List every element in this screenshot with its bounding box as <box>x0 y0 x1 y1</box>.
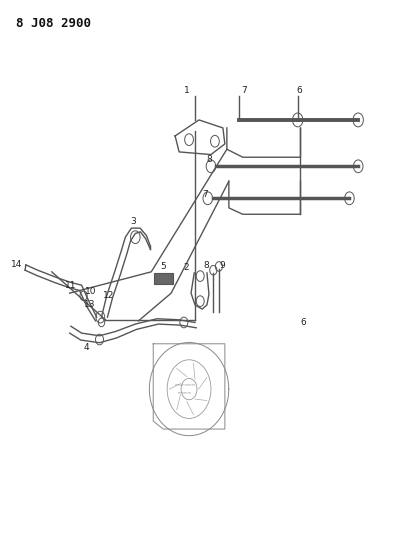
Text: mmmmmm: mmmmmm <box>175 383 195 387</box>
Text: 13: 13 <box>84 301 95 309</box>
Text: 10: 10 <box>85 287 96 296</box>
Text: mmmm: mmmm <box>178 391 192 395</box>
Text: 8 J08 2900: 8 J08 2900 <box>16 17 91 30</box>
Text: 7: 7 <box>241 86 247 95</box>
Text: 11: 11 <box>65 281 76 289</box>
Text: 3: 3 <box>131 217 136 225</box>
Text: 8: 8 <box>207 156 213 164</box>
Text: 8: 8 <box>204 261 209 270</box>
Polygon shape <box>154 273 173 284</box>
Text: 5: 5 <box>161 262 166 271</box>
Text: 4: 4 <box>84 343 90 352</box>
Text: 14: 14 <box>11 261 22 269</box>
Text: 1: 1 <box>184 86 190 95</box>
Text: 6: 6 <box>300 318 306 327</box>
Text: 6: 6 <box>297 86 302 95</box>
Text: 7: 7 <box>202 190 208 199</box>
Text: 12: 12 <box>103 292 114 300</box>
Text: 9: 9 <box>219 261 225 270</box>
Text: 2: 2 <box>183 263 189 272</box>
